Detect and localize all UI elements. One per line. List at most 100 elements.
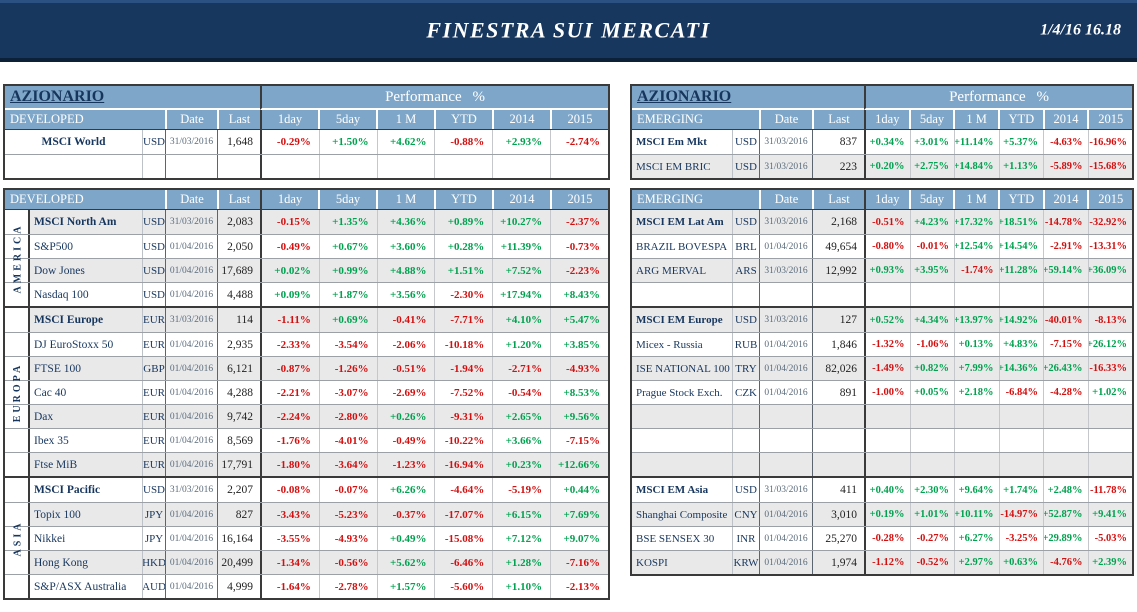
last-value-cell: 411: [812, 478, 864, 502]
performance-cell: -0.49%: [376, 429, 435, 452]
index-name-cell: Hong Kong: [34, 556, 88, 569]
performance-cell: -7.71%: [434, 308, 492, 332]
index-name-cell: BSE SENSEX 30: [636, 532, 715, 545]
performance-cell: -0.01%: [909, 235, 955, 258]
performance-cell: [864, 283, 910, 306]
table-row: MSCI World USD 31/03/2016 1,648 -0.29% +1.50%…: [5, 130, 608, 154]
performance-cell: [909, 453, 955, 476]
performance-cell: +11.14%: [954, 130, 999, 154]
date-cell: 01/04/2016: [759, 527, 812, 550]
region-spacer-cell: [5, 210, 30, 234]
performance-cell: -0.27%: [909, 527, 955, 550]
section-header: EMERGING: [637, 192, 703, 206]
performance-cell: +17.94%: [492, 283, 550, 306]
performance-cell: -1.80%: [260, 453, 319, 476]
performance-cell: -7.15%: [550, 429, 608, 452]
performance-cell: [998, 429, 1044, 452]
date-cell: 01/04/2016: [165, 575, 217, 598]
performance-cell: +6.15%: [492, 503, 550, 526]
title-band: AZIONARIO Performance %: [5, 86, 608, 110]
performance-cell: +2.65%: [492, 405, 550, 428]
last-value-cell: 82,026: [812, 357, 864, 380]
region-spacer-cell: [5, 381, 30, 404]
performance-cell: -13.31%: [1087, 235, 1133, 258]
currency-cell: USD: [142, 478, 165, 502]
report-datetime: 1/4/16 16.18: [1040, 21, 1121, 39]
performance-cell: +1.20%: [492, 333, 550, 356]
performance-cell: +0.05%: [909, 381, 955, 404]
performance-cell: -0.87%: [260, 357, 319, 380]
column-header-row: DEVELOPED Date Last 1day 5day 1 M YTD 2014 2015: [5, 110, 608, 130]
currency-cell: GBP: [142, 357, 165, 380]
table-row: Micex - Russia RUB 01/04/2016 1,846 -1.32% -1…: [632, 332, 1132, 356]
column-header: 2015: [550, 110, 608, 129]
last-value-cell: 8,569: [217, 429, 260, 452]
table-row: MSCI Europe EUR 31/03/2016 114 -1.11% +0.69% -…: [5, 308, 608, 332]
date-cell: 01/04/2016: [759, 333, 812, 356]
last-value-cell: 12,992: [812, 259, 864, 282]
performance-cell: +0.52%: [864, 308, 910, 332]
performance-cell: -2.71%: [492, 357, 550, 380]
performance-cell: +4.62%: [376, 130, 435, 154]
table-row: BRAZIL BOVESPA BRL 01/04/2016 49,654 -0.80% -…: [632, 234, 1132, 258]
date-cell: 31/03/2016: [759, 308, 812, 332]
performance-cell: -0.52%: [909, 551, 955, 574]
performance-cell: [954, 405, 999, 428]
currency-cell: INR: [732, 527, 759, 550]
performance-cell: +4.83%: [998, 333, 1044, 356]
region-spacer-cell: [5, 503, 30, 526]
currency-cell: ARS: [732, 259, 759, 282]
last-value-cell: 2,168: [812, 210, 864, 234]
table-row: KOSPI KRW 01/04/2016 1,974 -1.12% -0.52% +2.97…: [632, 550, 1132, 574]
performance-cell: [1043, 283, 1088, 306]
performance-cell: +9.64%: [954, 478, 999, 502]
currency-cell: [732, 405, 759, 428]
table-row: Dax EUR 01/04/2016 9,742 -2.24% -2.80% +0.26% -…: [5, 404, 608, 428]
region-spacer-cell: [5, 575, 30, 598]
table-row: Nikkei JPY 01/04/2016 16,164 -3.55% -4.93% +0.…: [5, 526, 608, 550]
performance-cell: +7.69%: [550, 503, 608, 526]
performance-cell: +0.23%: [492, 453, 550, 476]
index-name-cell: MSCI Europe: [34, 314, 104, 326]
column-header: Date: [165, 190, 217, 209]
performance-cell: +1.10%: [492, 575, 550, 598]
last-value-cell: 25,270: [812, 527, 864, 550]
column-header: 1 M: [376, 110, 434, 129]
date-cell: 01/04/2016: [165, 551, 217, 574]
performance-cell: +2.97%: [954, 551, 999, 574]
performance-cell: +12.66%: [550, 453, 608, 476]
currency-cell: AUD: [142, 575, 165, 598]
index-name-cell: Ibex 35: [34, 434, 69, 447]
performance-cell: [492, 155, 550, 178]
table-row: MSCI Em Mkt USD 31/03/2016 837 +0.34% +3.01% +…: [632, 130, 1132, 154]
column-header: YTD: [434, 110, 492, 129]
date-cell: 31/03/2016: [165, 210, 217, 234]
table-row: Dow Jones USD 01/04/2016 17,689 +0.02% +0.99%…: [5, 258, 608, 282]
last-value-cell: 127: [812, 308, 864, 332]
performance-cell: [909, 283, 955, 306]
section-header: EMERGING: [637, 112, 703, 126]
currency-cell: [142, 155, 165, 178]
column-header: Last: [812, 190, 864, 209]
performance-cell: +52.87%: [1043, 503, 1088, 526]
performance-cell: -1.32%: [864, 333, 910, 356]
performance-cell: [260, 155, 319, 178]
table-section: MSCI Em Mkt USD 31/03/2016 837 +0.34% +3.01% +…: [632, 130, 1132, 178]
performance-cell: -4.01%: [318, 429, 377, 452]
performance-cell: -3.07%: [318, 381, 377, 404]
performance-cell: +14.92%: [998, 308, 1044, 332]
index-name-cell: MSCI Pacific: [34, 484, 101, 496]
currency-cell: USD: [142, 259, 165, 282]
performance-cell: -2.33%: [260, 333, 319, 356]
performance-cell: +2.93%: [492, 130, 550, 154]
performance-cell: -3.54%: [318, 333, 377, 356]
table-block: DEVELOPED Date Last 1day 5day 1 M YTD 2014 2015 A…: [3, 188, 610, 600]
index-name-cell: Prague Stock Exch.: [636, 386, 723, 399]
performance-cell: -5.60%: [434, 575, 492, 598]
table-section: ASIA MSCI Pacific USD 31/03/2016 2,207 -0.08%…: [5, 476, 608, 598]
performance-cell: -2.91%: [1043, 235, 1088, 258]
last-value-cell: 17,791: [217, 453, 260, 476]
table-section: MSCI EM Asia USD 31/03/2016 411 +0.40% +2.30%…: [632, 476, 1132, 574]
column-header: 1day: [260, 110, 318, 129]
table-row: MSCI Pacific USD 31/03/2016 2,207 -0.08% -0.0…: [5, 478, 608, 502]
